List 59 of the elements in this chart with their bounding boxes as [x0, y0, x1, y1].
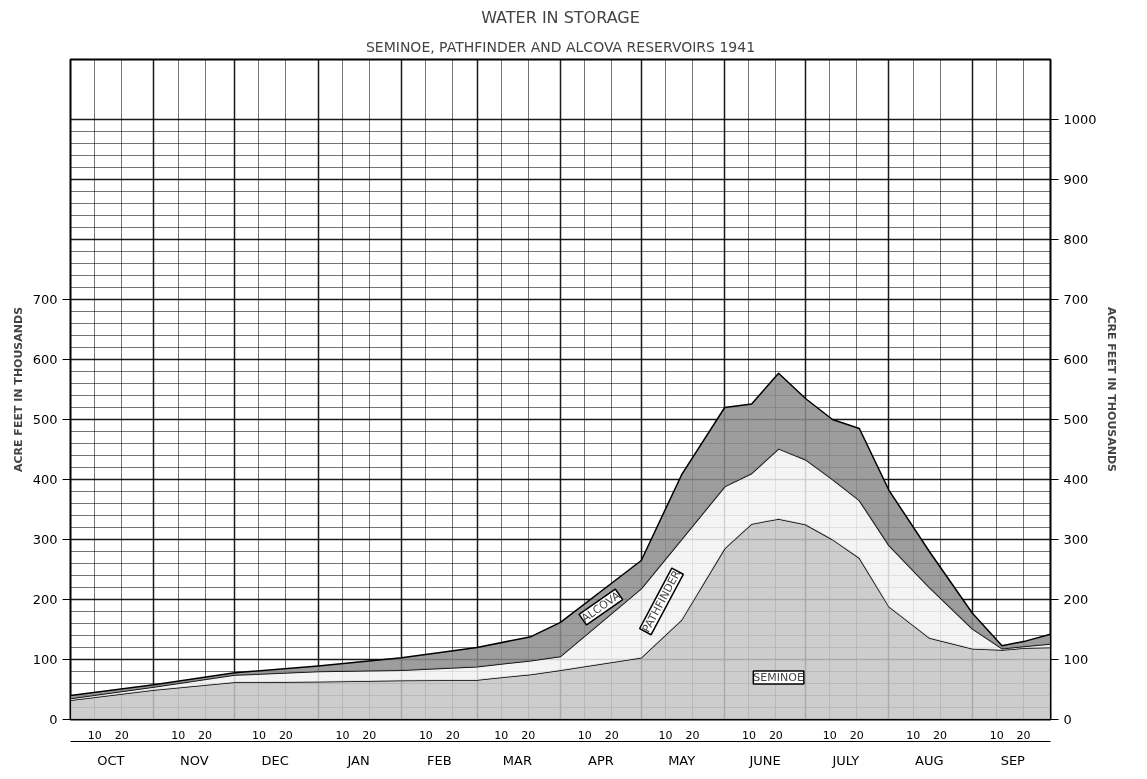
x2-tick-label: 20 [849, 728, 864, 742]
y-tick-label: 200 [32, 592, 58, 607]
x-tick-label: SEP [1000, 752, 1026, 768]
y-tick-label: 400 [32, 472, 58, 487]
x2-tick-label: 20 [278, 728, 293, 742]
y-tick-label: 100 [32, 652, 58, 667]
x2-tick-label: 10 [906, 728, 921, 742]
y2-tick-label: 900 [1063, 172, 1089, 187]
x-tick-label: JAN [346, 752, 370, 768]
x2-tick-label: 10 [989, 728, 1004, 742]
y2-tick-label: 500 [1063, 412, 1089, 427]
x2-tick-label: 20 [685, 728, 700, 742]
y2-axis-title: ACRE FEET IN THOUSANDS [1104, 306, 1118, 473]
x-tick-label: FEB [427, 752, 452, 768]
y2-tick-label: 200 [1063, 592, 1089, 607]
x-tick-label: JULY [831, 752, 860, 768]
y-tick-label: 700 [32, 292, 58, 307]
y2-tick-label: 800 [1063, 232, 1089, 247]
y-tick-label: 500 [32, 412, 58, 427]
x2-tick-label: 20 [1016, 728, 1031, 742]
x-tick-label: OCT [97, 752, 125, 768]
x-tick-label: JUNE [748, 752, 781, 768]
x2-tick-label: 10 [418, 728, 433, 742]
x2-tick-label: 10 [335, 728, 350, 742]
x-tick-label: NOV [180, 752, 209, 768]
x2-tick-label: 20 [362, 728, 377, 742]
y-tick-label: 300 [32, 532, 58, 547]
y2-tick-label: 100 [1063, 652, 1089, 667]
x-tick-label: DEC [261, 752, 289, 768]
y-tick-label: 600 [32, 352, 58, 367]
y2-tick-label: 0 [1063, 712, 1072, 727]
x-tick-label: MAY [668, 752, 696, 768]
x2-tick-label: 20 [114, 728, 129, 742]
x2-tick-label: 10 [658, 728, 673, 742]
x-tick-label: APR [588, 752, 614, 768]
x2-tick-label: 10 [251, 728, 266, 742]
x2-tick-label: 20 [768, 728, 783, 742]
x2-tick-label: 20 [521, 728, 536, 742]
y-tick-label: 0 [49, 712, 58, 727]
y-axis-title: ACRE FEET IN THOUSANDS [11, 306, 25, 473]
chart-title: WATER IN STORAGE [481, 7, 640, 27]
chart-subtitle: SEMINOE, PATHFINDER AND ALCOVA RESERVOIRS 1941 [365, 38, 756, 55]
x2-tick-label: 20 [445, 728, 460, 742]
x2-tick-label: 20 [604, 728, 619, 742]
x2-tick-label: 10 [87, 728, 102, 742]
y2-tick-label: 300 [1063, 532, 1089, 547]
y2-tick-label: 700 [1063, 292, 1089, 307]
x2-tick-label: 10 [822, 728, 837, 742]
x-tick-label: AUG [915, 752, 944, 768]
y2-tick-label: 1000 [1063, 112, 1097, 127]
x2-tick-label: 10 [171, 728, 186, 742]
x-tick-label: MAR [502, 752, 533, 768]
y2-tick-label: 600 [1063, 352, 1089, 367]
y2-tick-label: 400 [1063, 472, 1089, 487]
x2-tick-label: 20 [933, 728, 948, 742]
x2-tick-label: 20 [198, 728, 213, 742]
x2-tick-label: 10 [741, 728, 756, 742]
x2-tick-label: 10 [577, 728, 592, 742]
x2-tick-label: 10 [494, 728, 509, 742]
